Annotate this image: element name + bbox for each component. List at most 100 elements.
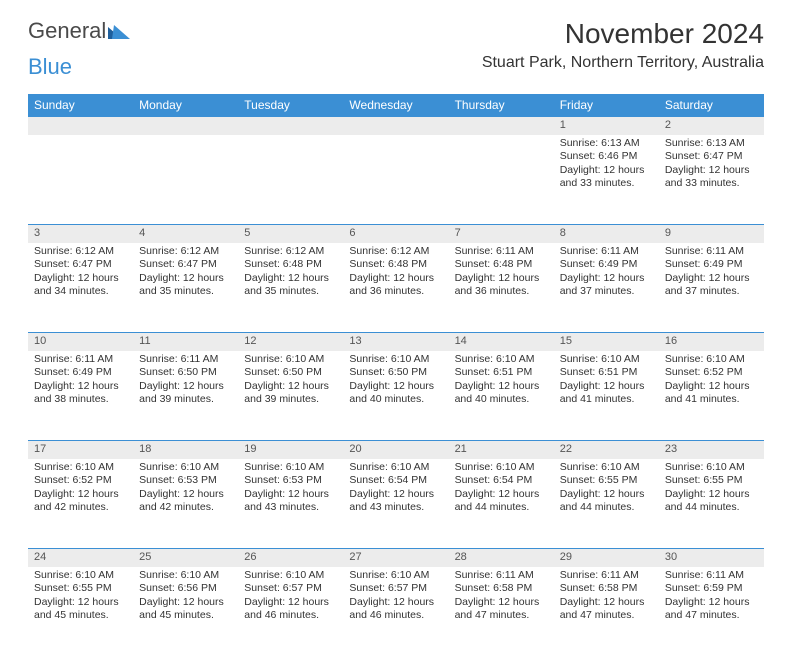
day-number-row: 10111213141516	[28, 333, 764, 351]
sunset-text: Sunset: 6:55 PM	[34, 582, 127, 596]
day-number-cell: 2	[659, 117, 764, 135]
sunset-text: Sunset: 6:52 PM	[665, 366, 758, 380]
day-number-cell: 7	[449, 225, 554, 243]
day-content-cell: Sunrise: 6:12 AMSunset: 6:47 PMDaylight:…	[133, 243, 238, 333]
day-number-cell: 30	[659, 549, 764, 567]
day-number-row: 24252627282930	[28, 549, 764, 567]
sunrise-text: Sunrise: 6:10 AM	[34, 569, 127, 583]
brand-logo: General	[28, 18, 130, 44]
sunset-text: Sunset: 6:51 PM	[455, 366, 548, 380]
sunset-text: Sunset: 6:56 PM	[139, 582, 232, 596]
daylight-text: Daylight: 12 hours and 44 minutes.	[665, 488, 758, 515]
day-number-cell: 28	[449, 549, 554, 567]
sunset-text: Sunset: 6:54 PM	[455, 474, 548, 488]
title-block: November 2024 Stuart Park, Northern Terr…	[482, 18, 764, 72]
daylight-text: Daylight: 12 hours and 47 minutes.	[665, 596, 758, 623]
daylight-text: Daylight: 12 hours and 46 minutes.	[244, 596, 337, 623]
weekday-header: Wednesday	[343, 94, 448, 117]
sunset-text: Sunset: 6:48 PM	[455, 258, 548, 272]
day-content-cell: Sunrise: 6:11 AMSunset: 6:49 PMDaylight:…	[554, 243, 659, 333]
weekday-header: Monday	[133, 94, 238, 117]
day-number-cell: 8	[554, 225, 659, 243]
sunrise-text: Sunrise: 6:10 AM	[560, 461, 653, 475]
sunrise-text: Sunrise: 6:13 AM	[665, 137, 758, 151]
sunrise-text: Sunrise: 6:10 AM	[665, 461, 758, 475]
weekday-header: Tuesday	[238, 94, 343, 117]
sunset-text: Sunset: 6:46 PM	[560, 150, 653, 164]
day-number-cell: 11	[133, 333, 238, 351]
sunrise-text: Sunrise: 6:10 AM	[139, 461, 232, 475]
weekday-header: Sunday	[28, 94, 133, 117]
daylight-text: Daylight: 12 hours and 38 minutes.	[34, 380, 127, 407]
day-number-cell: 21	[449, 441, 554, 459]
sunset-text: Sunset: 6:48 PM	[244, 258, 337, 272]
sunset-text: Sunset: 6:49 PM	[34, 366, 127, 380]
daylight-text: Daylight: 12 hours and 39 minutes.	[139, 380, 232, 407]
day-content-cell: Sunrise: 6:13 AMSunset: 6:47 PMDaylight:…	[659, 135, 764, 225]
day-content-cell	[449, 135, 554, 225]
daylight-text: Daylight: 12 hours and 36 minutes.	[349, 272, 442, 299]
day-content-cell: Sunrise: 6:10 AMSunset: 6:54 PMDaylight:…	[343, 459, 448, 549]
weekday-header: Thursday	[449, 94, 554, 117]
weekday-header-row: Sunday Monday Tuesday Wednesday Thursday…	[28, 94, 764, 117]
day-number-cell	[238, 117, 343, 135]
daylight-text: Daylight: 12 hours and 33 minutes.	[560, 164, 653, 191]
weekday-header: Friday	[554, 94, 659, 117]
day-number-cell: 16	[659, 333, 764, 351]
day-content-row: Sunrise: 6:10 AM Sunset: 6:52 PM Daylight:…	[28, 459, 764, 549]
day-content-cell: Sunrise: 6:10 AMSunset: 6:55 PMDaylight:…	[554, 459, 659, 549]
sunset-text: Sunset: 6:49 PM	[665, 258, 758, 272]
day-number-row: 17181920212223	[28, 441, 764, 459]
day-content-cell: Sunrise: 6:10 AMSunset: 6:53 PMDaylight:…	[133, 459, 238, 549]
day-number-cell: 1	[554, 117, 659, 135]
sunrise-text: Sunrise: 6:10 AM	[244, 461, 337, 475]
day-content-cell: Sunrise: 6:10 AMSunset: 6:54 PMDaylight:…	[449, 459, 554, 549]
sunrise-text: Sunrise: 6:10 AM	[349, 569, 442, 583]
sunrise-text: Sunrise: 6:10 AM	[455, 461, 548, 475]
day-content-row: Sunrise: 6:11 AMSunset: 6:49 PMDaylight:…	[28, 351, 764, 441]
day-content-cell: Sunrise: 6:11 AMSunset: 6:49 PMDaylight:…	[659, 243, 764, 333]
flag-icon	[108, 23, 130, 39]
day-number-cell	[133, 117, 238, 135]
day-content-cell: Sunrise: 6:10 AMSunset: 6:50 PMDaylight:…	[238, 351, 343, 441]
sunset-text: Sunset: 6:52 PM	[34, 474, 127, 488]
daylight-text: Daylight: 12 hours and 41 minutes.	[665, 380, 758, 407]
sunset-text: Sunset: 6:47 PM	[665, 150, 758, 164]
daylight-text: Daylight: 12 hours and 40 minutes.	[455, 380, 548, 407]
sunrise-text: Sunrise: 6:10 AM	[455, 353, 548, 367]
daylight-text: Daylight: 12 hours and 34 minutes.	[34, 272, 127, 299]
sunset-text: Sunset: 6:50 PM	[349, 366, 442, 380]
sunrise-text: Sunrise: 6:10 AM	[349, 461, 442, 475]
day-number-cell: 10	[28, 333, 133, 351]
sunset-text: Sunset: 6:51 PM	[560, 366, 653, 380]
sunset-text: Sunset: 6:57 PM	[349, 582, 442, 596]
day-number-cell: 5	[238, 225, 343, 243]
daylight-text: Daylight: 12 hours and 41 minutes.	[560, 380, 653, 407]
sunset-text: Sunset: 6:48 PM	[349, 258, 442, 272]
day-number-cell: 29	[554, 549, 659, 567]
day-content-cell	[133, 135, 238, 225]
day-content-cell: Sunrise: 6:10 AMSunset: 6:52 PMDaylight:…	[659, 351, 764, 441]
brand-part1: General	[28, 18, 106, 44]
day-content-cell: Sunrise: 6:11 AMSunset: 6:50 PMDaylight:…	[133, 351, 238, 441]
sunset-text: Sunset: 6:47 PM	[34, 258, 127, 272]
sunrise-text: Sunrise: 6:13 AM	[560, 137, 653, 151]
daylight-text: Daylight: 12 hours and 47 minutes.	[560, 596, 653, 623]
sunrise-text: Sunrise: 6:11 AM	[139, 353, 232, 367]
sunrise-text: Sunrise: 6:10 AM	[349, 353, 442, 367]
sunset-text: Sunset: 6:47 PM	[139, 258, 232, 272]
sunrise-text: Sunrise: 6:10 AM	[560, 353, 653, 367]
day-content-cell: Sunrise: 6:10 AMSunset: 6:51 PMDaylight:…	[554, 351, 659, 441]
sunset-text: Sunset: 6:50 PM	[244, 366, 337, 380]
day-content-cell: Sunrise: 6:10 AMSunset: 6:52 PMDaylight:…	[28, 459, 133, 549]
daylight-text: Daylight: 12 hours and 44 minutes.	[455, 488, 548, 515]
sunrise-text: Sunrise: 6:10 AM	[665, 353, 758, 367]
day-content-cell: Sunrise: 6:10 AMSunset: 6:51 PMDaylight:…	[449, 351, 554, 441]
day-content-cell: Sunrise: 6:10 AMSunset: 6:55 PMDaylight:…	[659, 459, 764, 549]
day-content-cell	[28, 135, 133, 225]
location-text: Stuart Park, Northern Territory, Austral…	[482, 54, 764, 72]
daylight-text: Daylight: 12 hours and 33 minutes.	[665, 164, 758, 191]
sunrise-text: Sunrise: 6:12 AM	[34, 245, 127, 259]
daylight-text: Daylight: 12 hours and 46 minutes.	[349, 596, 442, 623]
daylight-text: Daylight: 12 hours and 36 minutes.	[455, 272, 548, 299]
